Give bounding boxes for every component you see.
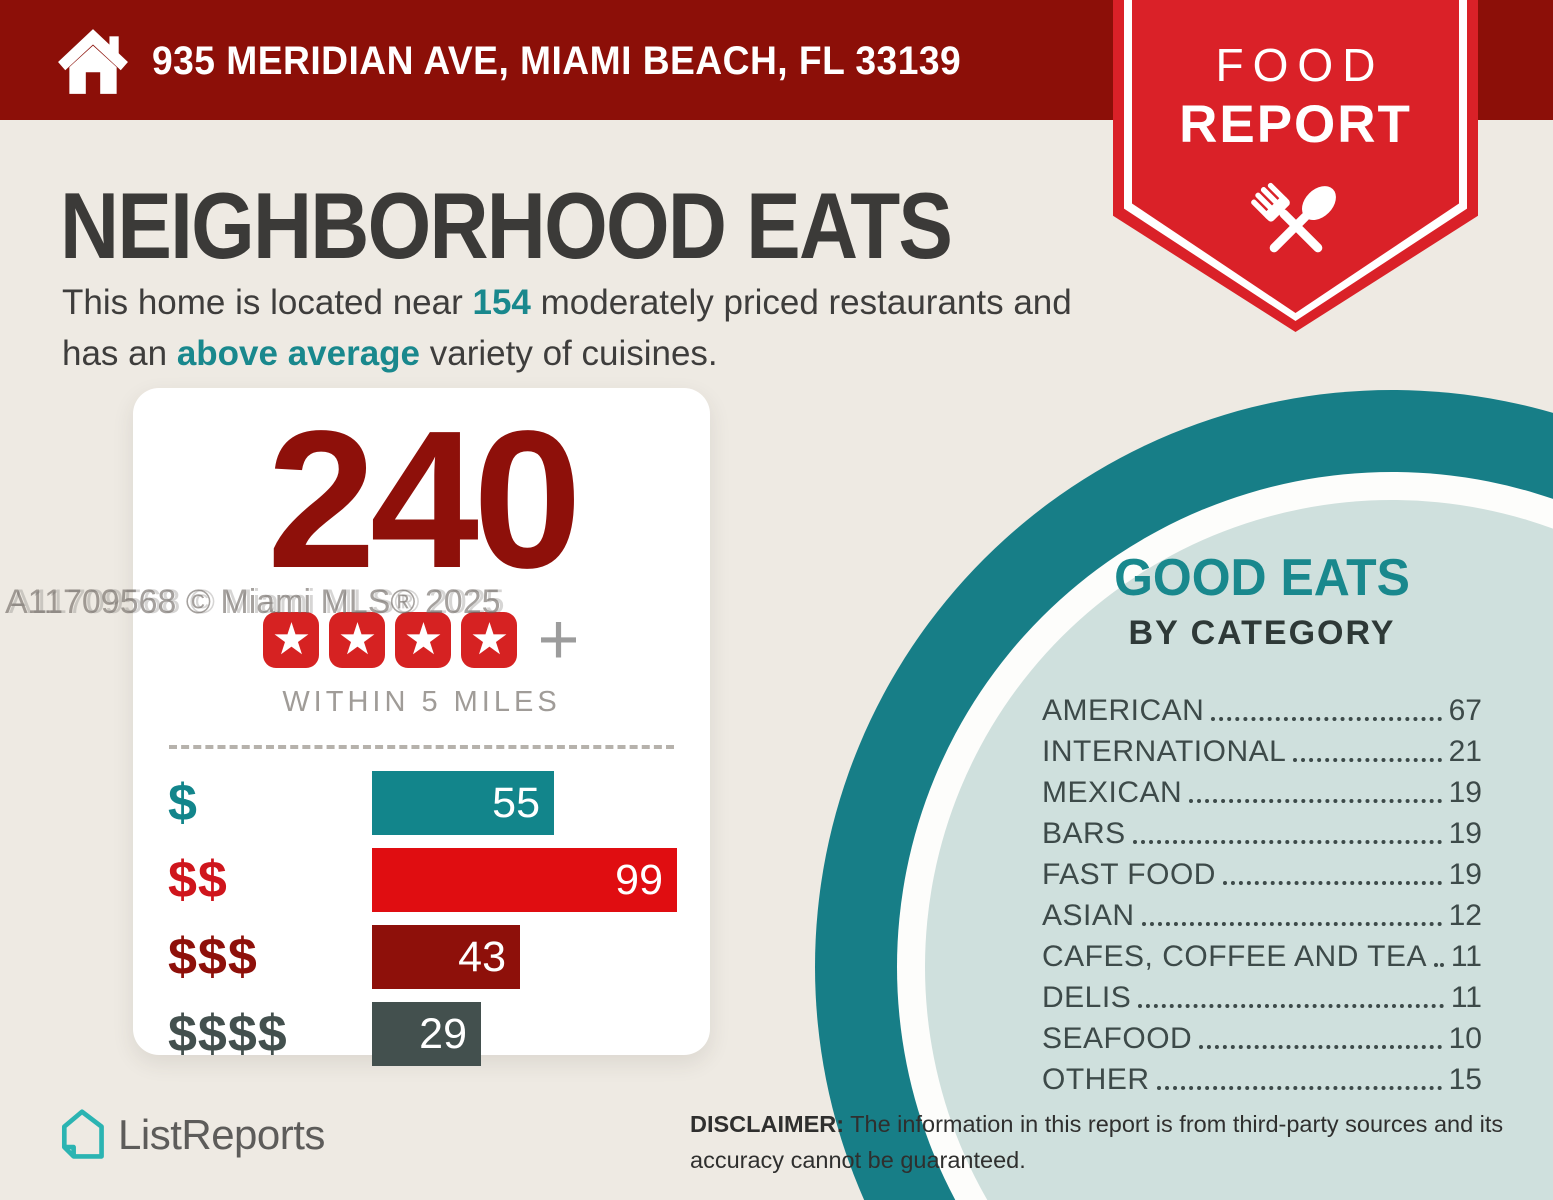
list-item: FAST FOOD 19 bbox=[1042, 851, 1482, 892]
dotted-leader bbox=[1222, 881, 1442, 885]
bar-value: 55 bbox=[492, 778, 540, 827]
plus-sign: + bbox=[537, 600, 580, 680]
category-value: 10 bbox=[1448, 1022, 1482, 1055]
bar-track: 55 bbox=[372, 771, 677, 835]
bar-track: 99 bbox=[372, 848, 677, 912]
bar-fill: 43 bbox=[372, 925, 520, 989]
category-value: 12 bbox=[1448, 899, 1482, 932]
category-label: INTERNATIONAL bbox=[1042, 735, 1287, 768]
price-tier-label: $$$ bbox=[168, 928, 258, 986]
category-label: FAST FOOD bbox=[1042, 858, 1216, 891]
page-title: NEIGHBORHOOD EATS bbox=[60, 173, 953, 278]
mls-watermark: A11709568 © Miami MLS® 2025 bbox=[5, 583, 501, 621]
category-value: 19 bbox=[1448, 776, 1482, 809]
category-value: 15 bbox=[1448, 1063, 1482, 1096]
dotted-leader bbox=[1141, 922, 1442, 926]
listreports-house-icon bbox=[61, 1109, 104, 1159]
price-bar-row: $$$$ 29 bbox=[168, 1002, 677, 1066]
dotted-leader bbox=[1199, 1045, 1442, 1049]
price-tier-label: $ bbox=[168, 774, 198, 832]
category-value: 67 bbox=[1448, 694, 1482, 727]
category-value: 19 bbox=[1448, 817, 1482, 850]
list-item: OTHER 15 bbox=[1042, 1056, 1482, 1097]
intro-text-2: moderately priced restaurants and has an bbox=[62, 283, 1072, 373]
price-tier-label: $$$$ bbox=[168, 1005, 288, 1063]
badge-title-line2: REPORT bbox=[1179, 95, 1412, 154]
category-value: 11 bbox=[1450, 981, 1482, 1014]
disclaimer: DISCLAIMER: The information in this repo… bbox=[690, 1106, 1553, 1179]
price-bar-row: $$$ 43 bbox=[168, 925, 677, 989]
spoon-fork-icon bbox=[1250, 182, 1336, 253]
disclaimer-text: The information in this report is from t… bbox=[690, 1111, 1504, 1174]
dotted-leader bbox=[1132, 840, 1442, 844]
dotted-leader bbox=[1293, 758, 1442, 762]
category-label: CAFES, COFFEE AND TEA bbox=[1042, 940, 1428, 973]
intro-text-1: This home is located near bbox=[62, 283, 473, 322]
star-icon: ★ bbox=[329, 612, 386, 668]
price-tier-label: $$ bbox=[168, 851, 228, 909]
category-label: AMERICAN bbox=[1042, 694, 1205, 727]
bar-fill: 99 bbox=[372, 848, 677, 912]
total-restaurants: 240 bbox=[266, 390, 582, 609]
bar-track: 29 bbox=[372, 1002, 677, 1066]
badge-content: FOOD REPORT bbox=[1113, 0, 1478, 332]
star-tiles: ★ ★ ★ ★ bbox=[263, 612, 518, 668]
restaurant-count: 154 bbox=[472, 283, 531, 322]
category-value: 21 bbox=[1448, 735, 1482, 768]
stars-row: ★ ★ ★ ★ + bbox=[133, 604, 710, 676]
list-item: CAFES, COFFEE AND TEA 11 bbox=[1042, 933, 1482, 974]
star-icon: ★ bbox=[263, 612, 320, 668]
list-item: SEAFOOD 10 bbox=[1042, 1015, 1482, 1056]
category-label: BARS bbox=[1042, 817, 1126, 850]
variety-highlight: above average bbox=[176, 333, 421, 373]
bar-value: 29 bbox=[419, 1009, 467, 1058]
dotted-leader bbox=[1138, 1004, 1444, 1008]
disclaimer-label: DISCLAIMER: bbox=[690, 1111, 845, 1137]
star-icon: ★ bbox=[461, 612, 518, 668]
good-eats-panel: GOOD EATS BY CATEGORY AMERICAN 67 INTERNA… bbox=[1042, 548, 1482, 1097]
restaurant-summary-card: 240 ★ ★ ★ ★ + WITHIN 5 MILES $ 55 $$ 99 $$$ bbox=[133, 388, 710, 1066]
star-icon: ★ bbox=[395, 612, 452, 668]
good-eats-subtitle: BY CATEGORY bbox=[1128, 614, 1396, 652]
home-icon bbox=[58, 29, 128, 94]
category-label: MEXICAN bbox=[1042, 776, 1183, 809]
badge-title-line1: FOOD bbox=[1215, 39, 1385, 91]
list-item: BARS 19 bbox=[1042, 810, 1482, 851]
radius-label: WITHIN 5 MILES bbox=[282, 686, 561, 718]
category-label: DELIS bbox=[1042, 981, 1132, 1014]
list-item: AMERICAN 67 bbox=[1042, 687, 1482, 728]
category-value: 11 bbox=[1450, 940, 1482, 973]
dotted-leader bbox=[1211, 717, 1442, 721]
bar-value: 99 bbox=[615, 855, 663, 904]
dotted-leader bbox=[1434, 963, 1444, 967]
listreports-wordmark: ListReports bbox=[118, 1111, 325, 1158]
list-item: DELIS 11 bbox=[1042, 974, 1482, 1015]
good-eats-title: GOOD EATS bbox=[1114, 549, 1410, 607]
intro-text-3: variety of cuisines. bbox=[420, 333, 718, 373]
dashed-divider bbox=[169, 745, 674, 749]
price-bar-chart: $ 55 $$ 99 $$$ 43 $$$$ 29 bbox=[168, 771, 677, 1066]
bar-value: 43 bbox=[458, 932, 506, 981]
list-item: MEXICAN 19 bbox=[1042, 769, 1482, 810]
bar-fill: 29 bbox=[372, 1002, 481, 1066]
list-item: INTERNATIONAL 21 bbox=[1042, 728, 1482, 769]
category-label: SEAFOOD bbox=[1042, 1022, 1193, 1055]
listreports-logo: ListReports bbox=[58, 1108, 325, 1162]
dotted-leader bbox=[1156, 1086, 1442, 1090]
dotted-leader bbox=[1189, 799, 1442, 803]
bar-fill: 55 bbox=[372, 771, 554, 835]
category-list: AMERICAN 67 INTERNATIONAL 21 MEXICAN 19 BAR… bbox=[1042, 687, 1482, 1097]
category-label: OTHER bbox=[1042, 1063, 1150, 1096]
price-bar-row: $$ 99 bbox=[168, 848, 677, 912]
property-address: 935 MERIDIAN AVE, MIAMI BEACH, FL 33139 bbox=[152, 39, 962, 83]
food-report-badge: FOOD REPORT bbox=[1113, 0, 1478, 332]
intro-paragraph: This home is located near 154 moderately… bbox=[62, 278, 1122, 380]
price-bar-row: $ 55 bbox=[168, 771, 677, 835]
category-label: ASIAN bbox=[1042, 899, 1135, 932]
category-value: 19 bbox=[1448, 858, 1482, 891]
list-item: ASIAN 12 bbox=[1042, 892, 1482, 933]
bar-track: 43 bbox=[372, 925, 677, 989]
